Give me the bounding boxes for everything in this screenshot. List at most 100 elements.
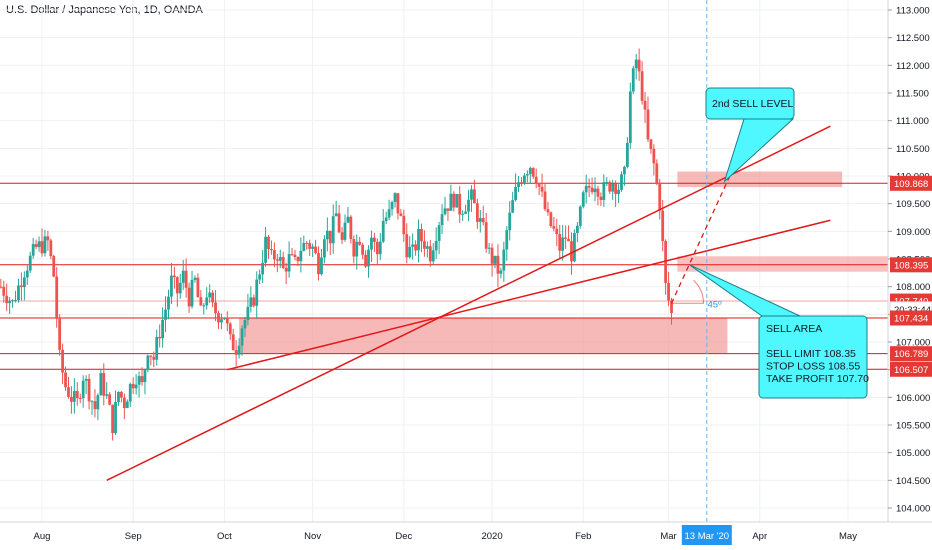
price-tick-label: 111.000 [896,116,929,127]
candle-up [208,292,212,298]
candle-up [387,209,391,218]
angle-arc [671,279,705,304]
candle-down [608,181,612,192]
candle-up [105,394,109,396]
candle-up [605,181,609,183]
candle-up [137,376,141,385]
price-tick-label: 104.000 [896,504,930,515]
candle-down [546,209,550,213]
time-axis-bg [0,522,932,550]
candle-up [190,279,194,307]
candle-down [549,212,553,227]
candle-up [22,277,26,288]
candle-down [152,356,156,360]
candle-up [355,241,359,257]
candle-down [267,236,270,250]
candle-up [573,233,576,262]
candle-up [434,240,438,251]
callout-text: TAKE PROFIT 107.70 [766,373,869,385]
candle-up [181,270,185,283]
price-tick-label: 105.500 [896,421,930,432]
candle-down [328,230,332,244]
candle-up [264,236,267,263]
candle-up [508,212,512,231]
price-badge-label: 109.868 [894,179,928,190]
candle-down [2,286,6,296]
candle-up [90,401,94,403]
candle-down [646,109,650,140]
candle-up [202,305,206,307]
candle-down [490,247,494,264]
candle-down [570,241,573,262]
price-badge [890,257,932,273]
candle-up [575,225,579,234]
candle-up [164,309,167,320]
candle-down [473,189,476,204]
candle-down [290,254,294,256]
callout-2nd-sell-level: 2nd SELL LEVEL [705,87,795,184]
candle-up [17,285,20,301]
candle-down [149,355,153,357]
candle-up [178,282,182,294]
candle-down [67,387,70,397]
candle-down [317,253,320,275]
candle-down [458,194,462,215]
candle-up [134,384,138,389]
candle-down [58,318,62,350]
candle-down [293,254,297,258]
time-tick-label: Apr [752,531,767,542]
price-badge [890,310,932,326]
time-tick-label: Aug [34,531,51,542]
candle-up [502,249,506,271]
candle-up [620,174,623,190]
price-tick-label: 105.000 [896,448,930,459]
candle-up [461,213,465,215]
candle-up [343,222,347,240]
candle-up [278,257,282,261]
candle-down [564,237,568,239]
time-tick-label: Feb [575,531,591,542]
candle-down [281,257,285,268]
candle-down [670,300,673,314]
candle-down [61,349,64,373]
candle-up [470,189,473,200]
candle-up [125,401,129,409]
candle-up [487,247,491,249]
price-badge-label: 107.434 [894,313,928,324]
candle-down [175,277,179,294]
trendline [227,219,831,371]
candle-down [428,246,432,262]
candle-up [320,257,323,275]
price-badge-label: 106.789 [894,349,928,360]
candle-up [631,68,635,92]
candle-down [652,148,656,164]
candle-down [122,397,126,409]
candle-down [196,277,200,298]
candle-up [346,216,350,223]
candle-down [534,176,538,184]
price-badge-label: 20:33:44 [894,305,931,316]
price-axis[interactable]: 113.000 112.500 112.000 111.500 111.000 110.5… [887,0,932,522]
time-axis[interactable]: Aug Sep Oct Nov Dec 2020 Feb Mar Apr May 13 Mar '2… [0,521,932,550]
candle-down [314,246,317,254]
candle-up [331,216,335,244]
candle-up [170,275,173,297]
price-tick-label: 109.500 [896,199,930,210]
callout-text: SELL LIMIT 108.35 [766,348,856,360]
candle-down [337,213,341,233]
callouts: 2nd SELL LEVEL SELL AREA SELL LIMIT 108.35… [688,87,869,399]
candlesticks [0,48,673,441]
candle-down [284,267,288,272]
candle-up [440,214,444,226]
time-tick-label: Mar [660,531,676,542]
price-tick-label: 112.000 [896,61,930,72]
candle-down [352,239,356,257]
candle-up [370,237,373,250]
price-tick-label: 104.500 [896,476,930,487]
candle-down [349,216,353,240]
candle-down [405,234,409,258]
candle-down [172,275,176,278]
candle-up [437,225,441,241]
candle-up [528,168,532,175]
